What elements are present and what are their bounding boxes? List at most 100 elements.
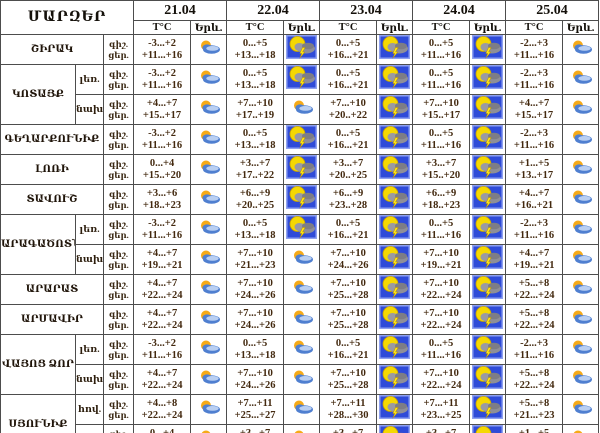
night-temperature: 0...+5 — [335, 337, 361, 349]
temperature-cell: 0...+4+15...+18 — [133, 424, 192, 433]
night-label: գիշ. — [108, 368, 129, 379]
night-temperature: +4...+7 — [146, 277, 178, 289]
thunderstorm-icon — [472, 215, 504, 239]
temperature-cell: +6...+9 +23..+28 — [319, 184, 378, 215]
night-temperature: +7...+10 — [237, 277, 273, 289]
day-temperature: +19...+21 — [513, 259, 555, 271]
temperature-cell: +7...+10 +25...+28 — [319, 364, 378, 395]
time-of-day-labels: գիշ.ցեր. — [102, 394, 135, 425]
temperature-cell: +3...+7+20...+23 — [319, 424, 378, 433]
night-temperature: +4...+7 — [518, 187, 550, 199]
thunderstorm-icon — [286, 185, 318, 209]
forecast-row: ԱՐԱՐԱՏ գիշ. ցեր. +4...+7 +22...+24 +7...+10 +2… — [0, 274, 600, 305]
temperature-cell: 0...+5 +11...+16 — [412, 214, 471, 245]
day-temperature: +11...+16 — [420, 79, 462, 91]
night-temperature: -3...+2 — [148, 127, 176, 139]
temperature-cell: -3...+2 +11...+16 — [133, 124, 192, 155]
phenomenon-cell — [562, 274, 600, 305]
thunderstorm-icon — [472, 125, 504, 149]
phenomenon-cell — [562, 334, 600, 365]
thunderstorm-icon — [379, 155, 411, 179]
partly-cloudy-icon — [568, 219, 594, 235]
night-temperature: +7...+10 — [330, 247, 366, 259]
temperature-cell: +7...+10 +25...+28 — [319, 274, 378, 305]
temperature-cell: -2...+3 +11...+16 — [505, 34, 564, 65]
temperature-cell: +4...+7 +19...+21 — [133, 244, 192, 275]
day-temperature: +11...+16 — [141, 139, 183, 151]
night-temperature: +7...+10 — [330, 277, 366, 289]
phenomenon-cell — [283, 94, 321, 125]
partly-cloudy-icon — [196, 99, 222, 115]
temperature-cell: 0...+5 +11...+16 — [412, 64, 471, 95]
phenomenon-cell — [283, 394, 321, 425]
temperature-cell: +1...+5 +13..+17 — [505, 154, 564, 185]
night-temperature: +7...+10 — [237, 367, 273, 379]
temperature-cell: +4...+7 +15..+17 — [133, 94, 192, 125]
day-temperature: +22...+24 — [513, 379, 555, 391]
day-temperature: +11...+16 — [141, 79, 183, 91]
temperature-cell: 0...+5 +13...+18 — [226, 124, 285, 155]
day-label: ցեր. — [108, 319, 129, 330]
phenomenon-cell — [469, 214, 507, 245]
day-label: ցեր. — [108, 79, 129, 90]
time-of-day-labels: գիշ.ցեր. — [102, 244, 135, 275]
night-temperature: +7...+10 — [237, 97, 273, 109]
temperature-cell: +7...+10 +25...+28 — [319, 304, 378, 335]
night-temperature: 0...+5 — [242, 37, 268, 49]
time-of-day-labels: գիշ.ցեր. — [102, 424, 135, 433]
night-temperature: +7...+10 — [330, 307, 366, 319]
phenomenon-cell — [376, 304, 414, 335]
phenomenon-cell — [562, 184, 600, 215]
night-label: գիշ. — [108, 218, 129, 229]
day-temperature: +18..+23 — [421, 199, 461, 211]
partly-cloudy-icon — [568, 279, 594, 295]
night-temperature: -2...+3 — [520, 127, 548, 139]
temperature-cell: +4...+7 +22...+24 — [133, 274, 192, 305]
day-temperature: +22...+24 — [513, 319, 555, 331]
phenomenon-cell — [190, 364, 228, 395]
day-temperature: +15..+17 — [142, 109, 182, 121]
temperature-cell: -2...+3 +11...+16 — [505, 64, 564, 95]
day-temperature: +15..+20 — [142, 169, 182, 181]
temperature-cell: +4...+7 +22...+24 — [133, 304, 192, 335]
night-label: գիշ. — [105, 429, 133, 433]
temperature-cell: 0...+5 +13...+18 — [226, 334, 285, 365]
phenomenon-column-header: Երև. — [283, 20, 321, 35]
time-of-day-labels: գիշ.ցեր. — [102, 364, 135, 395]
thunderstorm-icon — [472, 245, 504, 269]
temperature-cell: 0...+5 +16...+21 — [319, 34, 378, 65]
region-name: ԳԵՂԱՐՔՈՒՆԻՔ — [0, 124, 104, 155]
forecast-row: ՍՅՈՒՆԻՔ հով. գիշ. ցեր. +4...+8 +22...+24 +7...… — [0, 394, 600, 433]
thunderstorm-icon — [286, 125, 318, 149]
temperature-cell: +3...+7 +15..+20 — [412, 154, 471, 185]
phenomenon-cell — [376, 334, 414, 365]
night-temperature: +7...+10 — [237, 307, 273, 319]
night-temperature: +3...+7 — [239, 427, 271, 433]
day-temperature: +22...+24 — [141, 289, 183, 301]
page-title: ՄԱՐԶԵՐ — [0, 0, 135, 35]
region-name: ՇԻՐԱԿ — [0, 34, 104, 65]
night-temperature: 0...+5 — [428, 337, 454, 349]
night-temperature: +1...+5 — [518, 427, 550, 433]
temperature-column-header: T°C — [133, 20, 192, 35]
thunderstorm-icon — [286, 35, 318, 59]
region-name: ԱՐԱԳԱԾՈՏՆ — [0, 214, 76, 275]
night-temperature: +1...+5 — [518, 157, 550, 169]
day-temperature: +22...+24 — [141, 319, 183, 331]
day-temperature: +11...+16 — [513, 349, 555, 361]
temperature-cell: +4...+7 +15..+17 — [505, 94, 564, 125]
night-label: գիշ. — [108, 158, 129, 169]
temperature-cell: +5...+8 +21...+23 — [505, 394, 564, 425]
time-of-day-labels: գիշ.ցեր. — [102, 334, 135, 365]
temperature-cell: +7...+11 +28...+30 — [319, 394, 378, 425]
night-temperature: 0...+5 — [242, 67, 268, 79]
temperature-cell: 0...+4 +15..+20 — [133, 154, 192, 185]
day-label: ցեր. — [108, 199, 129, 210]
thunderstorm-icon — [472, 395, 504, 419]
temperature-cell: +4...+7 +19...+21 — [505, 244, 564, 275]
thunderstorm-icon — [472, 365, 504, 389]
night-temperature: -3...+2 — [148, 67, 176, 79]
day-temperature: +15..+20 — [421, 169, 461, 181]
temperature-cell: 0...+5 +16...+21 — [319, 64, 378, 95]
temperature-cell: -3...+2 +11...+16 — [133, 34, 192, 65]
